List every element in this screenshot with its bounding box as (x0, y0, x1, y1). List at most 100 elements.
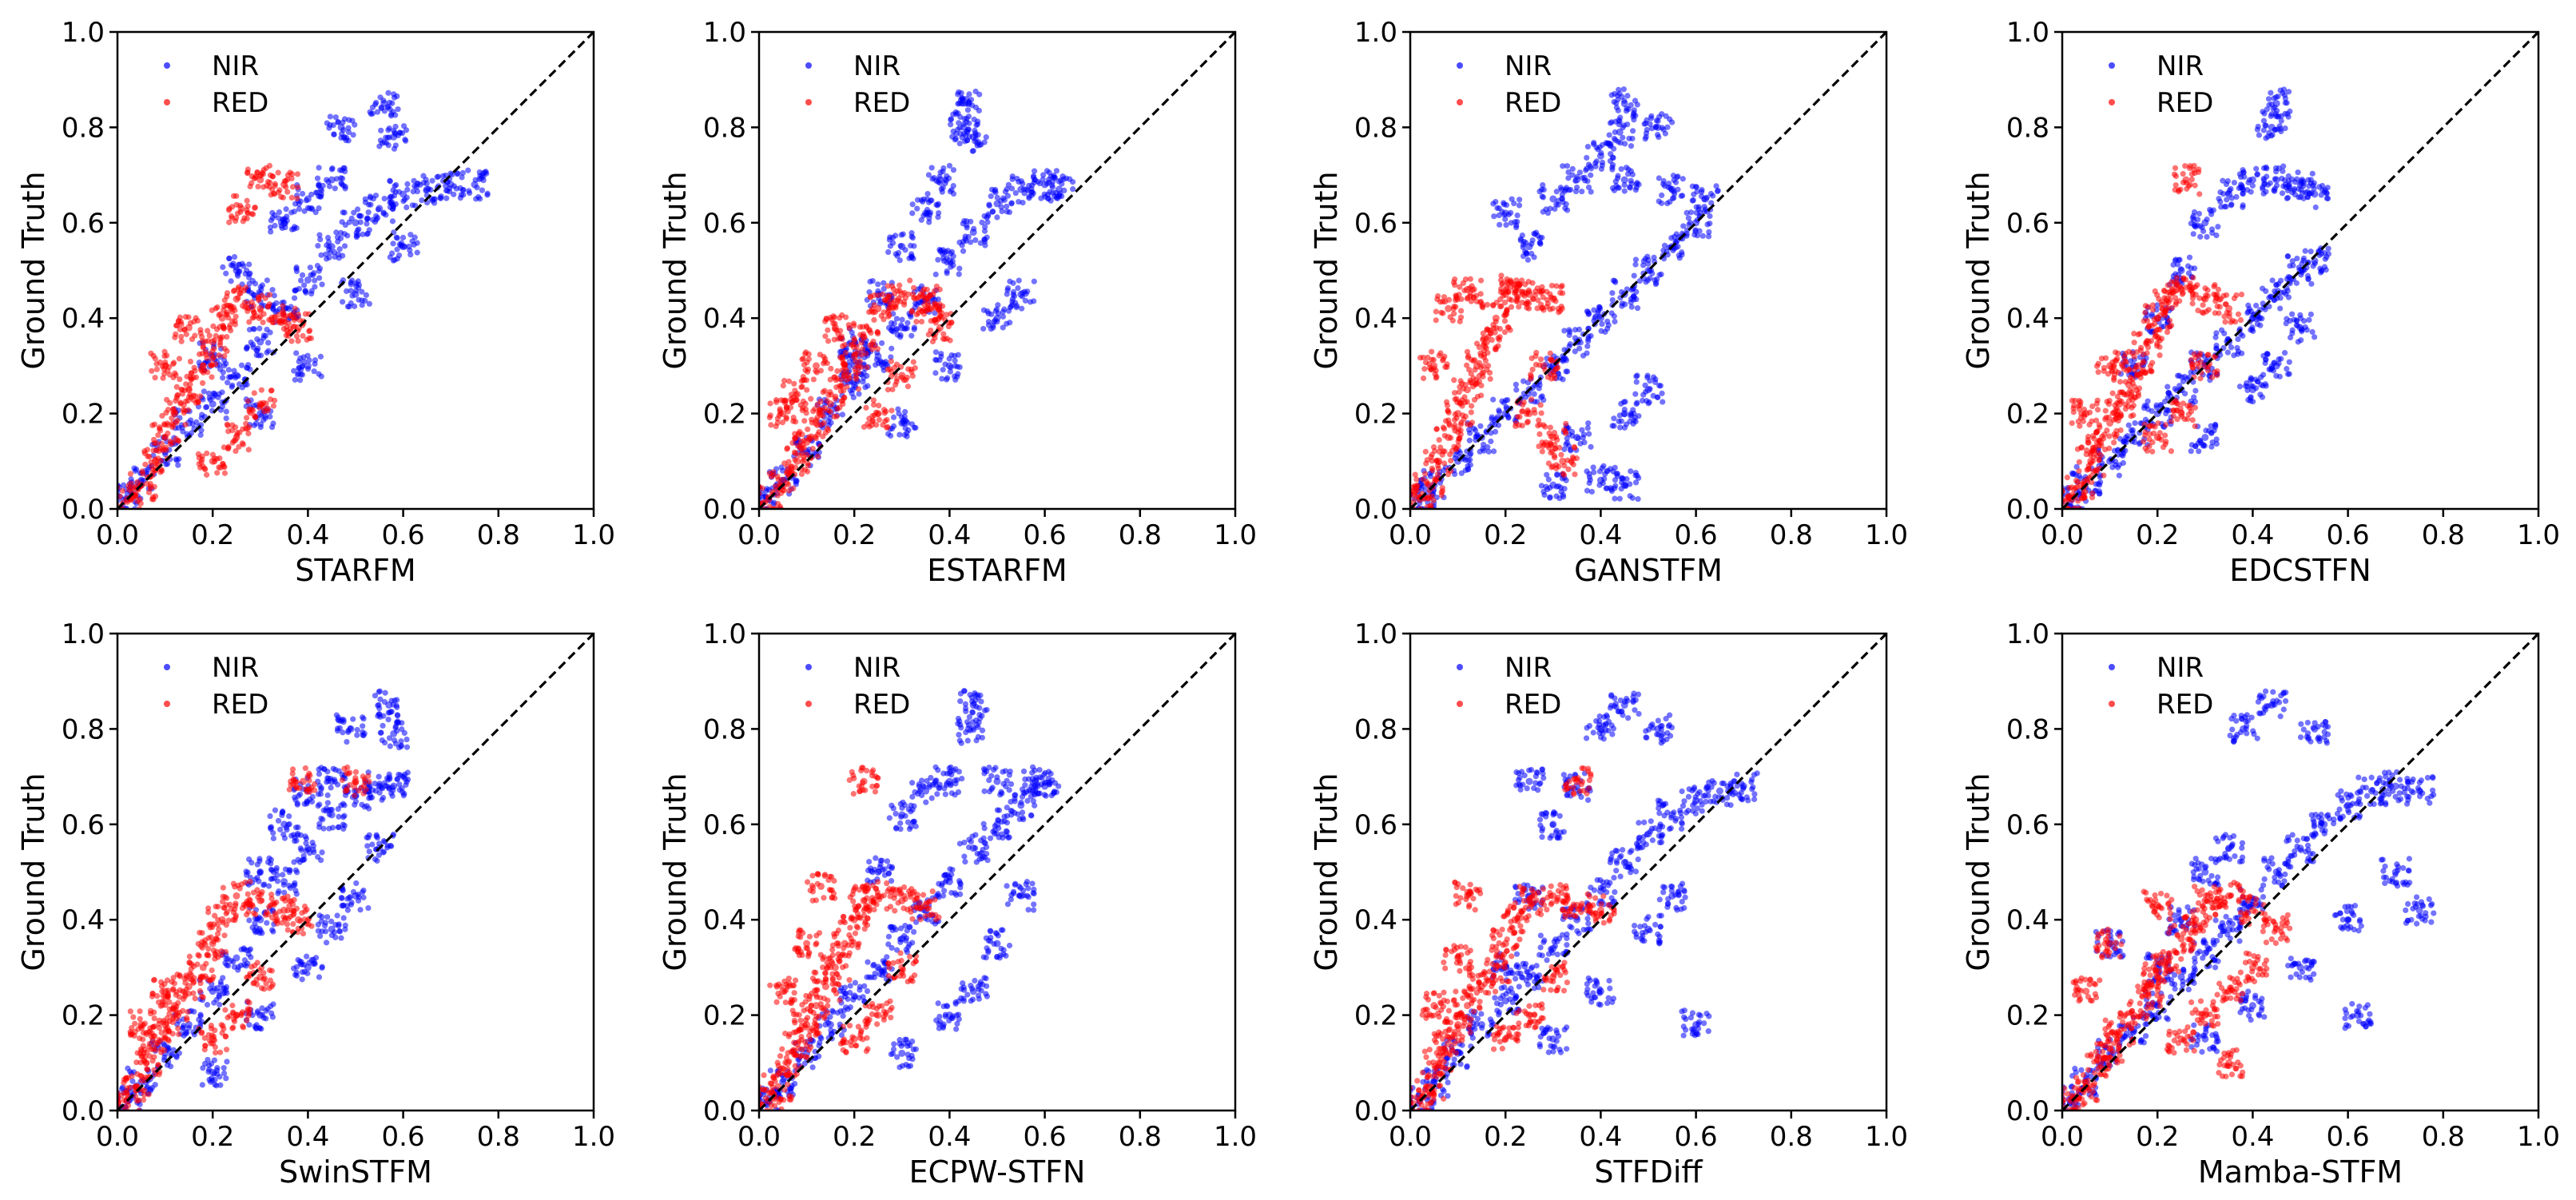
data-point (1585, 420, 1591, 426)
data-point (865, 383, 870, 388)
data-point (1644, 127, 1650, 133)
data-point (388, 194, 393, 200)
data-point (1672, 189, 1677, 194)
data-point (2244, 187, 2250, 193)
data-point (976, 92, 982, 97)
data-point (1643, 389, 1648, 395)
data-point (885, 387, 891, 392)
data-point (212, 337, 217, 343)
data-point (1651, 255, 1656, 260)
data-point (881, 410, 887, 415)
data-point (2232, 180, 2237, 185)
data-point (1635, 305, 1640, 311)
data-point (368, 193, 373, 199)
data-point (2192, 224, 2198, 229)
data-point (335, 119, 340, 125)
data-point (466, 188, 471, 193)
data-point (284, 324, 289, 329)
data-point (940, 367, 946, 372)
data-point (1010, 173, 1016, 179)
data-point (990, 209, 996, 214)
data-point (1518, 237, 1524, 243)
data-point (368, 202, 373, 208)
data-point (1052, 175, 1058, 181)
data-point (267, 163, 272, 169)
data-point (257, 308, 263, 314)
data-point (1549, 449, 1555, 455)
data-point (1671, 195, 1676, 201)
data-point (1457, 435, 1462, 440)
data-point (1021, 186, 1027, 192)
data-point (2132, 439, 2137, 445)
y-tick-label: 0.2 (62, 399, 105, 431)
data-point (390, 187, 396, 193)
data-point (404, 187, 410, 193)
data-point (799, 356, 805, 362)
data-point (932, 317, 938, 323)
y-tick-label: 0.6 (1354, 208, 1397, 240)
data-point (2141, 405, 2147, 411)
data-point (278, 194, 284, 200)
data-point (2280, 190, 2285, 196)
data-point (398, 242, 403, 248)
data-point (1501, 212, 1507, 217)
data-point (284, 206, 289, 212)
data-point (1446, 410, 1452, 415)
data-point (217, 312, 223, 317)
data-point (120, 488, 125, 494)
data-point (295, 185, 300, 190)
data-point (252, 390, 257, 395)
y-axis-label: Ground Truth (1309, 171, 1344, 369)
data-point (933, 349, 939, 355)
data-point (1584, 350, 1589, 356)
data-point (1600, 463, 1606, 469)
data-point (850, 387, 856, 392)
data-point (865, 364, 870, 370)
data-point (2253, 166, 2259, 172)
data-point (427, 187, 433, 193)
data-point (244, 365, 249, 371)
data-point (1585, 338, 1591, 344)
data-point (1563, 368, 1568, 374)
data-point (2178, 266, 2184, 272)
data-point (260, 171, 266, 177)
data-point (300, 364, 305, 369)
y-tick-label: 0.0 (62, 494, 105, 526)
data-point (1548, 351, 1553, 356)
data-point (1694, 205, 1699, 210)
data-point (948, 369, 953, 375)
data-point (784, 446, 789, 451)
data-point (1686, 215, 1691, 221)
data-point (156, 448, 161, 454)
data-point (1631, 417, 1636, 423)
data-point (1499, 399, 1505, 404)
data-point (904, 320, 910, 326)
data-point (290, 184, 296, 189)
data-point (251, 303, 256, 308)
data-point (196, 399, 201, 404)
data-point (167, 372, 173, 377)
data-point (1433, 308, 1439, 314)
data-point (2200, 228, 2206, 234)
data-point (1628, 143, 1634, 149)
data-point (951, 129, 956, 134)
data-point (1635, 496, 1640, 502)
data-point (1031, 174, 1036, 180)
data-point (1428, 367, 1433, 372)
data-point (1660, 125, 1665, 130)
data-point (154, 367, 160, 372)
data-point (1592, 315, 1597, 320)
data-point (1511, 201, 1517, 206)
data-point (256, 316, 262, 321)
data-point (2132, 420, 2137, 426)
data-point (777, 412, 782, 418)
data-point (1502, 300, 1508, 305)
data-point (881, 309, 887, 315)
data-point (301, 209, 307, 214)
data-point (1004, 186, 1010, 192)
data-point (1628, 296, 1634, 302)
data-point (1502, 318, 1508, 324)
data-point (300, 191, 305, 197)
data-point (1576, 435, 1581, 441)
